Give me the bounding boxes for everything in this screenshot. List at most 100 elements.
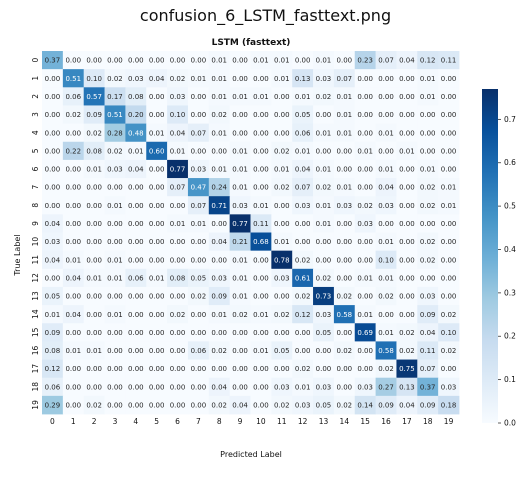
cell-value: 0.00 <box>337 166 353 174</box>
cell-value: 0.00 <box>191 365 207 373</box>
cell-value: 0.04 <box>232 402 248 410</box>
heatmap-cell <box>354 159 376 179</box>
heatmap-cell <box>62 69 85 88</box>
cell-value: 0.00 <box>357 129 373 137</box>
heatmap-cell <box>396 305 418 324</box>
heatmap-cell <box>396 196 418 215</box>
heatmap-cell <box>187 178 210 197</box>
cell-value: 0.00 <box>316 111 332 119</box>
heatmap-cell <box>354 214 376 233</box>
heatmap-cell <box>167 214 189 233</box>
cell-value: 0.37 <box>45 57 61 65</box>
cell-value: 0.00 <box>170 402 186 410</box>
heatmap-cell <box>354 178 376 197</box>
x-tick-label: 8 <box>217 417 222 426</box>
heatmap-cell <box>125 268 147 288</box>
heatmap-cell <box>271 69 293 88</box>
cell-value: 0.75 <box>399 365 415 373</box>
heatmap-cell <box>146 268 168 288</box>
heatmap-cell <box>313 359 335 379</box>
cell-value: 0.00 <box>378 311 394 319</box>
cell-value: 0.00 <box>65 293 81 301</box>
cell-value: 0.04 <box>128 166 144 174</box>
cell-value: 0.00 <box>107 238 123 246</box>
cell-value: 0.00 <box>253 365 269 373</box>
heatmap-cell <box>250 232 272 252</box>
cell-value: 0.00 <box>191 311 207 319</box>
heatmap-cell <box>292 395 314 415</box>
cell-value: 0.00 <box>191 329 207 337</box>
y-tick-label: 2 <box>31 94 40 99</box>
cell-value: 0.01 <box>65 347 81 355</box>
cell-value: 0.01 <box>191 75 207 83</box>
cell-value: 0.47 <box>191 184 207 192</box>
heatmap-cell <box>187 69 210 88</box>
cell-value: 0.01 <box>107 256 123 264</box>
heatmap-cell <box>229 232 251 252</box>
cell-value: 0.00 <box>86 256 102 264</box>
cell-value: 0.06 <box>191 347 207 355</box>
cell-value: 0.03 <box>337 202 353 210</box>
cell-value: 0.00 <box>253 329 269 337</box>
colorbar-tick-label: 0.5 <box>504 202 516 211</box>
cell-value: 0.00 <box>232 75 248 83</box>
cell-value: 0.00 <box>253 147 269 155</box>
heatmap-cell <box>83 141 105 161</box>
cell-value: 0.00 <box>45 202 61 210</box>
heatmap-cell <box>167 341 189 360</box>
heatmap-cell <box>125 196 147 215</box>
heatmap-cell <box>250 159 272 179</box>
heatmap-cell <box>354 377 376 397</box>
heatmap-cell <box>417 196 439 215</box>
heatmap-cell <box>396 323 418 342</box>
heatmap-cell <box>62 250 85 270</box>
heatmap-cell <box>229 51 251 70</box>
heatmap-cell <box>417 250 439 270</box>
heatmap-cell <box>417 377 439 397</box>
heatmap-cell <box>208 286 231 306</box>
heatmap-cell <box>146 51 168 70</box>
x-axis-label: Predicted Label <box>220 450 282 459</box>
cell-value: 0.00 <box>378 111 394 119</box>
heatmap-cell <box>438 232 460 252</box>
cell-value: 0.00 <box>357 238 373 246</box>
cell-value: 0.00 <box>274 111 290 119</box>
cell-value: 0.03 <box>357 220 373 228</box>
heatmap-cell <box>375 395 397 415</box>
cell-value: 0.00 <box>45 166 61 174</box>
heatmap-cell <box>146 286 168 306</box>
cell-value: 0.00 <box>107 184 123 192</box>
cell-value: 0.01 <box>357 274 373 282</box>
heatmap-cell <box>125 141 147 161</box>
cell-value: 0.03 <box>274 274 290 282</box>
cell-value: 0.04 <box>65 311 81 319</box>
heatmap-cell <box>125 214 147 233</box>
heatmap-cell <box>417 69 439 88</box>
heatmap-cell <box>271 87 293 106</box>
cell-value: 0.22 <box>65 147 81 155</box>
cell-value: 0.00 <box>128 383 144 391</box>
cell-value: 0.03 <box>107 166 123 174</box>
heatmap-cell <box>125 159 147 179</box>
cell-value: 0.09 <box>420 402 436 410</box>
cell-value: 0.03 <box>295 202 311 210</box>
cell-value: 0.04 <box>211 383 227 391</box>
colorbar-tick-label: 0.1 <box>504 375 516 384</box>
heatmap-cell <box>125 105 147 124</box>
heatmap-cell <box>208 377 231 397</box>
heatmap-cell <box>167 359 189 379</box>
cell-value: 0.00 <box>191 402 207 410</box>
cell-value: 0.01 <box>441 184 457 192</box>
heatmap-cell <box>271 305 293 324</box>
heatmap-cell <box>167 323 189 342</box>
heatmap-cell <box>396 341 418 360</box>
cell-value: 0.05 <box>191 274 207 282</box>
heatmap-cell <box>125 51 147 70</box>
cell-value: 0.37 <box>420 383 436 391</box>
heatmap-cell <box>62 359 85 379</box>
heatmap-cell <box>229 178 251 197</box>
heatmap-cell <box>354 123 376 143</box>
cell-value: 0.00 <box>316 365 332 373</box>
cell-value: 0.01 <box>420 75 436 83</box>
cell-value: 0.02 <box>65 111 81 119</box>
